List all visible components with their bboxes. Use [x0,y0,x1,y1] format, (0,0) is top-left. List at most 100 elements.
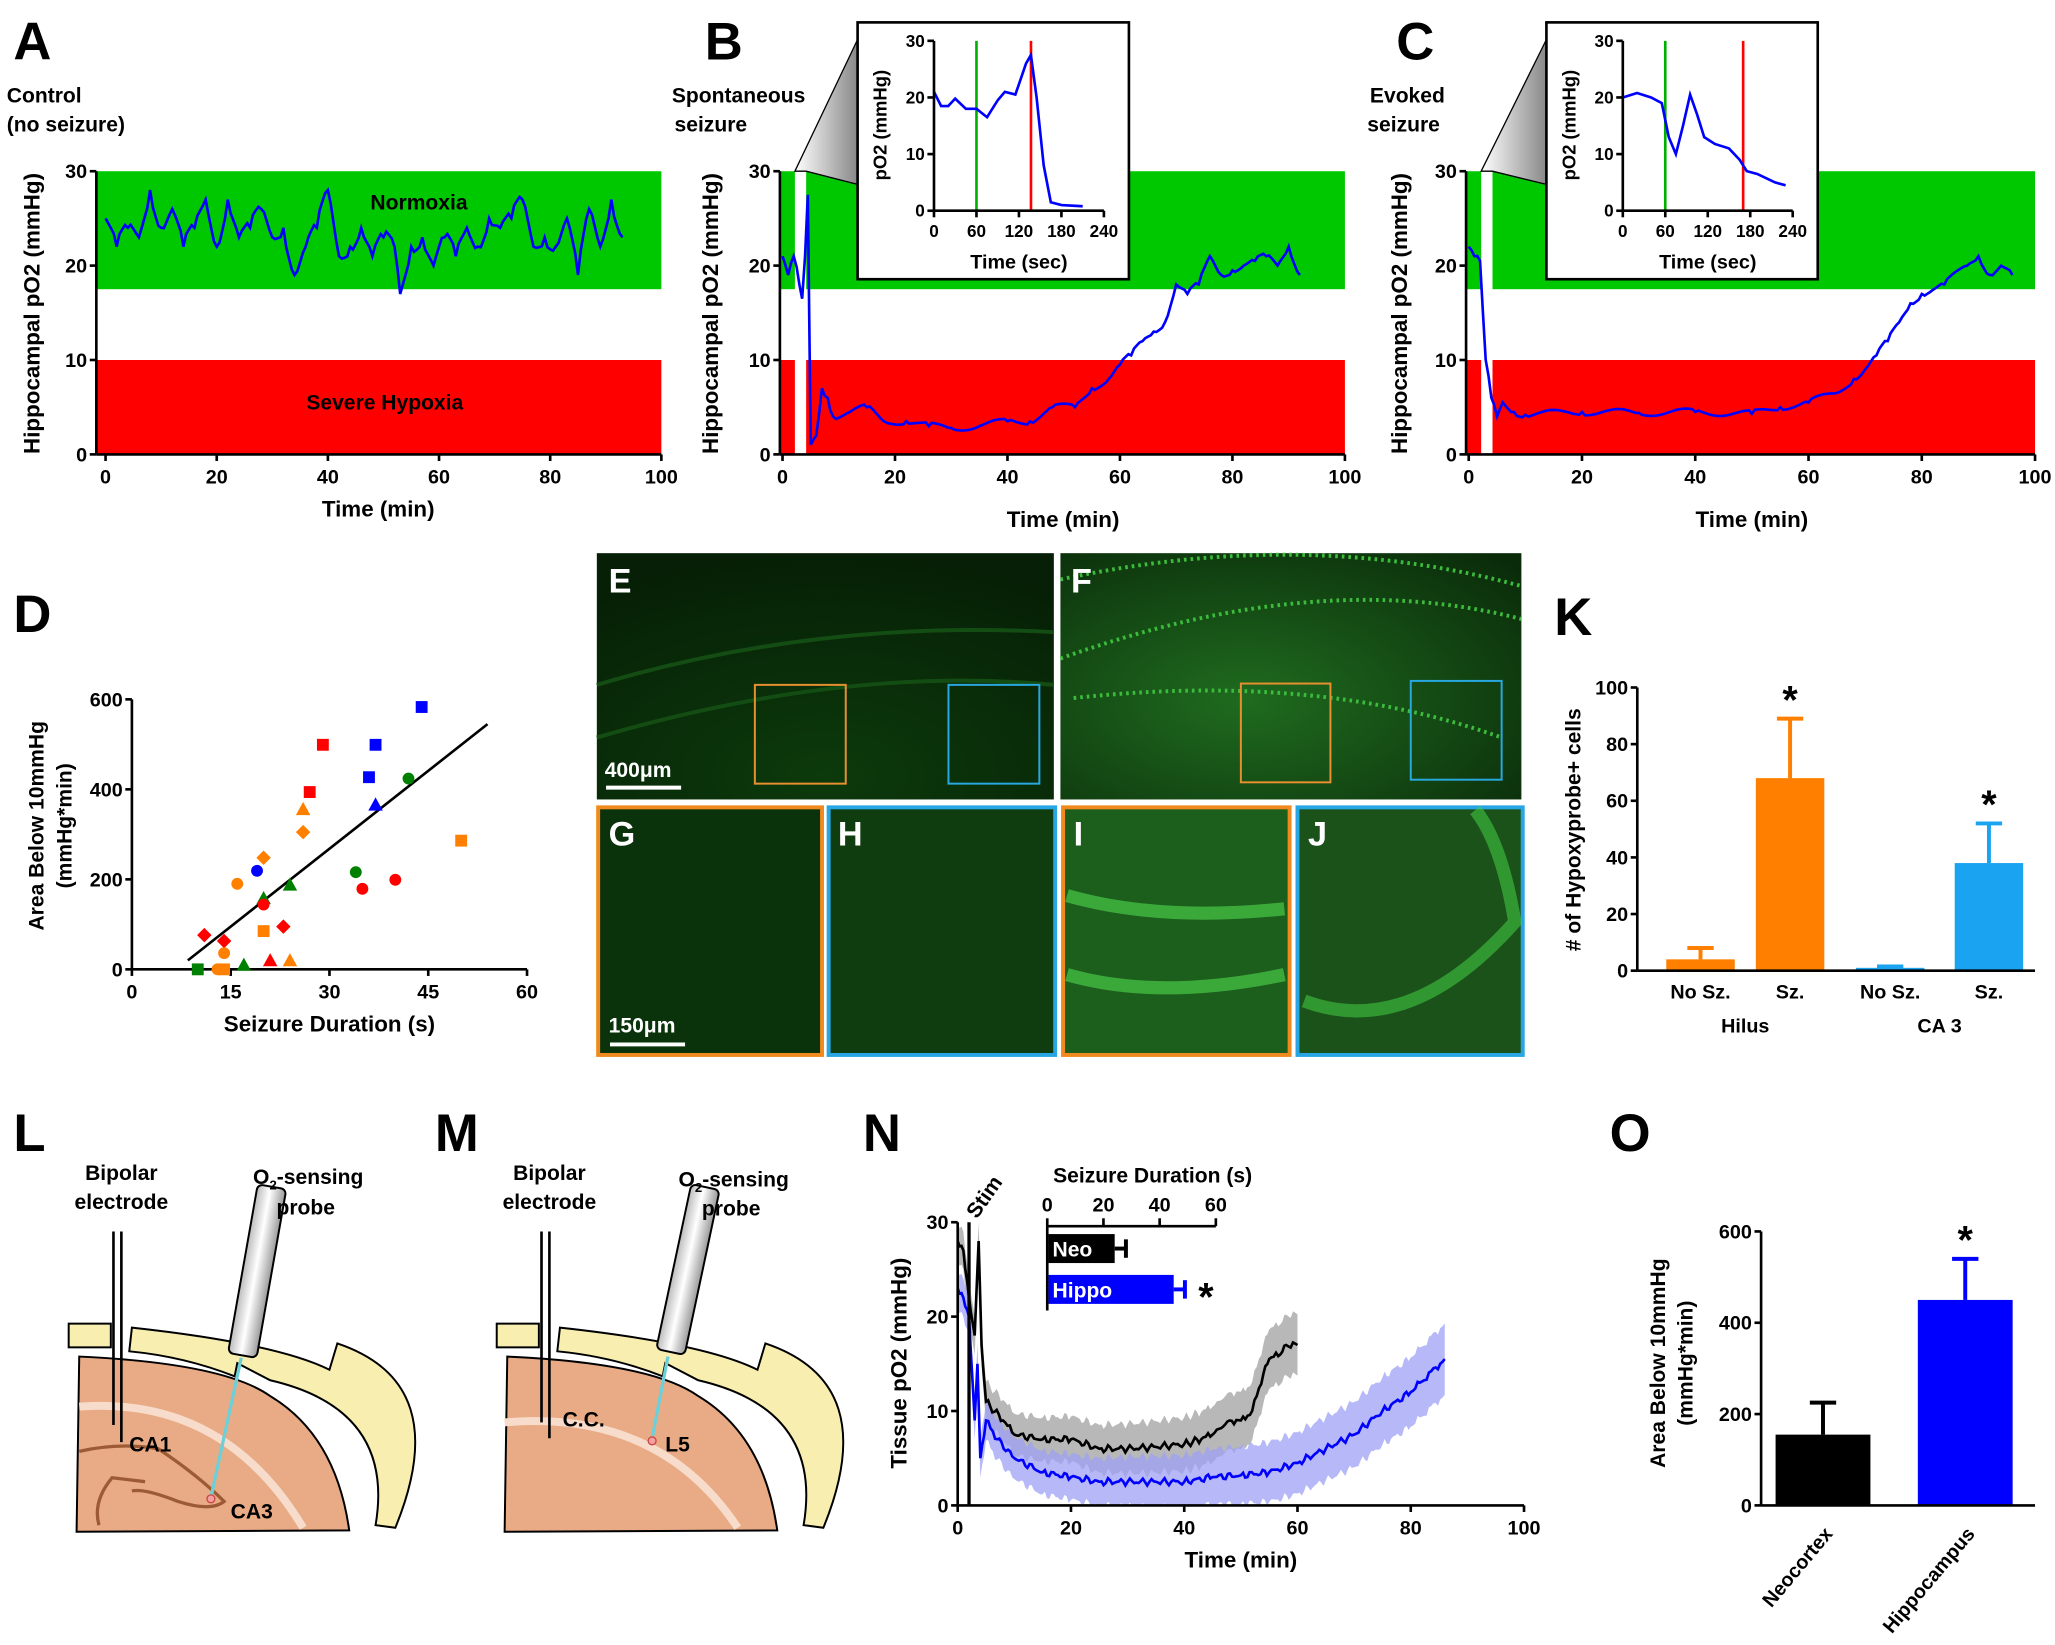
y-tick-label: 400 [90,779,123,801]
y-tick-label: 10 [927,1401,949,1423]
inset-y-label: pO2 (mmHg) [1558,70,1579,181]
x-axis-label: Time (min) [1007,507,1120,532]
x-tick-label: 30 [318,981,340,1003]
data-point [356,882,369,895]
data-point [282,877,298,891]
group-label: CA 3 [1917,1016,1961,1038]
y-tick-label: 0 [937,1495,948,1517]
data-point [216,933,232,949]
y-axis-label: Hippocampal pO2 (mmHg) [698,173,723,454]
y-tick-label: 200 [90,869,123,891]
y-tick-label: 10 [65,350,87,372]
data-point [256,850,271,865]
brain-tissue [75,1355,351,1533]
y-tick-label: 0 [915,202,925,221]
y-tick-label: 400 [1719,1313,1752,1335]
y-tick-label: 30 [906,32,925,51]
x-axis-label: Time (min) [1696,507,1809,532]
electrode-label-1: Bipolar [85,1162,158,1185]
y-axis-label: # of Hypoxyprobe+ cells [1563,708,1586,951]
y-tick-label: 30 [65,161,87,183]
stim-label: Stim [962,1172,1007,1223]
inset-bar [1048,1274,1174,1304]
diagram-m: Bipolar electrode O2-sensing probe C.C. … [495,1162,845,1533]
data-point [257,925,270,938]
x-axis-label: Time (min) [322,496,435,521]
panel-label-g: G [609,816,636,854]
x-tick-label: 60 [1109,466,1131,488]
y-tick-label: 30 [1595,32,1614,51]
series-line [104,187,624,295]
y-axis-label-units: (mmHg*min) [53,763,76,888]
x-tick-label: 60 [967,222,986,241]
y-axis-label: Tissue pO2 (mmHg) [886,1258,911,1469]
y-tick-label: 0 [1617,961,1628,983]
x-tick-label: 120 [1693,222,1722,241]
microscopy-panels: 400μm E F 150μm G H I J [596,552,1525,1057]
band-label: Severe Hypoxia [306,392,463,415]
x-tick-label: 180 [1047,222,1076,241]
category-label: Hippocampus [1879,1523,1980,1637]
probe-tip [647,1436,657,1446]
region-label-l5: L5 [665,1433,690,1456]
image-i-texture [1065,889,1286,995]
panel-label-o: O [1610,1104,1651,1163]
y-tick-label: 0 [76,444,87,466]
inset-series-line [932,51,1083,208]
significance-star: * [1981,783,1997,827]
x-tick-label: 0 [929,222,939,241]
data-point [363,771,375,784]
x-tick-label: 120 [1005,222,1034,241]
image-f-hilus-box [1239,682,1332,784]
chart-o: Neocortex * Hippocampus 0 200 400 600 Area Belo… [1647,1219,2036,1638]
y-tick-label: 0 [1604,202,1614,221]
x-tick-label: 80 [539,466,561,488]
x-tick-label: 80 [1400,1517,1422,1539]
chart-k: No Sz. * Sz. No Sz. * Sz. 0 20 40 60 80 100 Hilus CA … [1563,677,2036,1038]
y-tick-label: 30 [749,161,771,183]
inset-bar-label: Hippo [1053,1279,1113,1302]
data-point [368,797,383,811]
category-label: No Sz. [1670,981,1730,1003]
white-matter [78,1401,307,1530]
x-tick-label: 60 [516,981,538,1003]
hippocampus-outline [78,1444,227,1526]
data-point [257,898,270,911]
x-tick-label: 100 [1508,1517,1541,1539]
x-tick-label: 180 [1736,222,1765,241]
x-tick-label: 60 [1287,1517,1309,1539]
band-severe-hypoxia [1466,359,2036,455]
data-point [303,786,316,798]
y-tick-label: 20 [65,256,87,278]
probe-label-2: probe [276,1196,335,1219]
panel-a-subtitle: (no seizure) [7,114,125,137]
inset-x-tick-label: 40 [1149,1195,1171,1217]
probe-label-2: probe [702,1198,761,1221]
y-tick-label: 30 [927,1212,949,1234]
chart-n: Stim 0 10 20 30 0 20 40 60 80 100 Time (min) Tissue … [886,1165,1540,1573]
y-tick-label: 100 [1595,677,1628,699]
x-tick-label: 40 [1173,1517,1195,1539]
electrode-label-2: electrode [503,1191,597,1214]
image-j-texture [1301,805,1522,1018]
data-point [455,834,468,847]
panel-label-m: M [435,1104,479,1163]
y-tick-label: 600 [1719,1221,1752,1243]
x-tick-label: 45 [417,981,439,1003]
y-axis-label: Area Below 10mmHg [1647,1258,1670,1468]
y-tick-label: 600 [90,689,123,711]
data-point [316,738,329,751]
sem-band [957,1269,1445,1506]
zoom-window [794,171,807,455]
o2-probe [227,1184,287,1359]
zoom-window [1481,171,1493,455]
data-point [262,953,278,967]
band-normoxia [96,171,662,290]
skull [128,1326,417,1529]
image-g [596,805,825,1057]
probe-label-1: O2-sensing [253,1166,363,1192]
x-tick-label: 0 [1463,466,1474,488]
diagram-l: Bipolar electrode O2-sensing probe CA1 C… [67,1162,417,1533]
image-e-hilus-box [753,683,847,785]
data-point [276,919,291,934]
